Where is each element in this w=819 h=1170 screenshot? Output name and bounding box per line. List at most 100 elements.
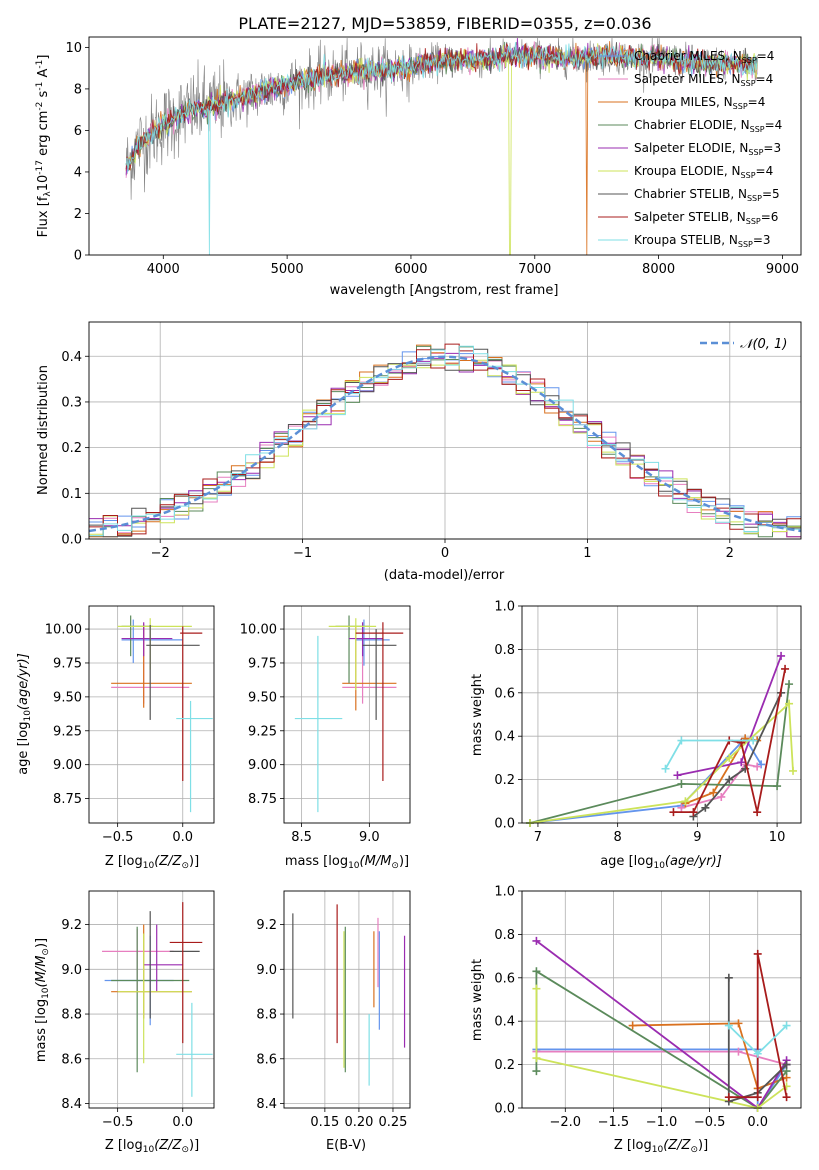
- x-axis-label: age [log10(age/yr)]: [600, 854, 722, 871]
- y-tick-label: 9.50: [248, 690, 277, 705]
- y-tick-label: 1.0: [494, 885, 515, 900]
- spectrum-legend: Chabrier MILES, NSSP=4 Salpeter MILES, N…: [598, 49, 782, 249]
- y-tick-label: 0.2: [494, 773, 515, 788]
- weight-point-marker: [753, 762, 762, 771]
- y-tick-label: 0: [74, 249, 82, 264]
- legend-entry: 𝒩(0, 1): [740, 337, 787, 352]
- axes-frame: [88, 36, 802, 256]
- y-axis-label: Flux [fλ10-17 erg cm-2 s-1 A-1]: [35, 55, 53, 238]
- axes-frame: [88, 890, 215, 1109]
- weight-point-marker: [734, 1047, 743, 1056]
- x-axis-label: Z [log10(Z/Z⊙)]: [105, 1138, 199, 1155]
- weight-point-marker: [737, 758, 746, 767]
- y-tick-label: 0.6: [494, 971, 515, 986]
- y-tick-label: 4: [74, 165, 82, 180]
- weight-point-marker: [661, 764, 670, 773]
- x-axis-label: Z [log10(Z/Z⊙)]: [614, 1138, 708, 1155]
- x-tick-label: 10: [769, 830, 786, 845]
- x-tick-label: 6000: [394, 262, 427, 277]
- weight-point-marker: [753, 949, 762, 958]
- mass-vs-extinction-panel: 0.15 0.20 0.25 8.4 8.6 8.8 9.0 9.2 E(B-V): [256, 890, 411, 1153]
- weight-point-marker: [709, 788, 718, 797]
- weight-point-marker: [724, 1093, 733, 1102]
- legend-entry: Kroupa STELIB, NSSP=3: [634, 233, 771, 249]
- y-tick-label: 0.0: [494, 1102, 515, 1117]
- legend-entry: Chabrier ELODIE, NSSP=4: [634, 118, 782, 134]
- model-spectrum-line: [125, 42, 758, 171]
- y-tick-label: 0.8: [494, 643, 515, 658]
- weight-point-marker: [749, 736, 758, 745]
- y-tick-label: 10.00: [45, 623, 82, 638]
- weight-series-line: [728, 953, 788, 1099]
- y-tick-label: 0.4: [61, 350, 82, 365]
- weight-point-marker: [717, 792, 726, 801]
- axes-frame: [283, 890, 411, 1109]
- weight-point-marker: [677, 779, 686, 788]
- normal-reference-curve: [88, 355, 802, 533]
- y-tick-label: 9.75: [53, 656, 82, 671]
- weight-point-marker: [532, 967, 541, 976]
- legend-entry: Salpeter MILES, NSSP=4: [634, 72, 773, 88]
- x-tick-label: −0.5: [102, 1115, 134, 1130]
- y-tick-label: 0.6: [494, 686, 515, 701]
- x-tick-label: 7: [534, 830, 542, 845]
- residuals-legend: 𝒩(0, 1): [700, 337, 787, 352]
- model-spectrum-line: [125, 42, 758, 256]
- x-axis-label: mass [log10(M/M⊙)]: [285, 854, 409, 871]
- weight-point-marker: [785, 680, 794, 689]
- y-tick-label: 0.2: [61, 441, 82, 456]
- x-tick-label: 0.25: [378, 1115, 407, 1130]
- x-tick-label: 0.0: [747, 1115, 768, 1130]
- y-tick-label: 8.75: [248, 792, 277, 807]
- y-axis-label: mass [log10(M/M⊙)]: [34, 938, 51, 1062]
- weight-point-marker: [677, 736, 686, 745]
- y-tick-label: 9.00: [248, 758, 277, 773]
- weight-point-marker: [785, 699, 794, 708]
- x-tick-label: −2.0: [550, 1115, 582, 1130]
- x-axis-label: E(B-V): [326, 1138, 366, 1153]
- weight-point-marker: [782, 1060, 791, 1069]
- legend-entry: Kroupa ELODIE, NSSP=4: [634, 164, 773, 180]
- weight-point-marker: [681, 797, 690, 806]
- x-tick-label: 0.0: [172, 1115, 193, 1130]
- y-tick-label: 8.4: [256, 1097, 277, 1112]
- residuals-panel: −2 −1 0 1 2 0.0 0.1 0.2 0.3 0.4 𝒩(0, 1) (data-mod…: [36, 321, 802, 583]
- x-tick-label: 9000: [766, 262, 799, 277]
- axes-frame: [88, 605, 215, 824]
- x-tick-label: 0.15: [310, 1115, 339, 1130]
- y-tick-label: 0.4: [494, 1015, 515, 1030]
- x-tick-label: 1: [583, 546, 591, 561]
- y-tick-label: 0.1: [61, 487, 82, 502]
- y-tick-label: 9.00: [53, 758, 82, 773]
- x-axis-label: Z [log10(Z/Z⊙)]: [105, 854, 199, 871]
- x-tick-label: 8000: [642, 262, 675, 277]
- y-tick-label: 9.0: [61, 963, 82, 978]
- y-tick-label: 9.50: [53, 690, 82, 705]
- weight-point-marker: [753, 1093, 762, 1102]
- y-axis-label: mass weight: [470, 959, 485, 1041]
- x-tick-label: 8: [614, 830, 622, 845]
- x-tick-label: 4000: [147, 262, 180, 277]
- y-tick-label: 8.6: [61, 1052, 82, 1067]
- x-tick-label: −1.0: [646, 1115, 678, 1130]
- spectrum-panel: 4000 5000 6000 7000 8000 9000 0 2 4 6 8 10 Chabrier…: [35, 36, 802, 298]
- y-tick-label: 0.0: [61, 533, 82, 548]
- y-tick-label: 9.25: [248, 724, 277, 739]
- weight-point-marker: [789, 766, 798, 775]
- weight-point-marker: [782, 1021, 791, 1030]
- y-tick-label: 9.25: [53, 724, 82, 739]
- weight-point-marker: [724, 973, 733, 982]
- y-tick-label: 9.75: [248, 656, 277, 671]
- figure-title: PLATE=2127, MJD=53859, FIBERID=0355, z=0…: [238, 14, 651, 33]
- legend-entry: Salpeter STELIB, NSSP=6: [634, 210, 778, 226]
- y-tick-label: 9.2: [61, 918, 82, 933]
- y-tick-label: 10.00: [240, 623, 277, 638]
- y-tick-label: 8.6: [256, 1052, 277, 1067]
- model-spectrum-line: [125, 43, 758, 256]
- weight-point-marker: [669, 808, 678, 817]
- x-tick-label: 5000: [271, 262, 304, 277]
- weight-point-marker: [734, 1019, 743, 1028]
- y-tick-label: 8: [74, 82, 82, 97]
- y-tick-label: 8.75: [53, 792, 82, 807]
